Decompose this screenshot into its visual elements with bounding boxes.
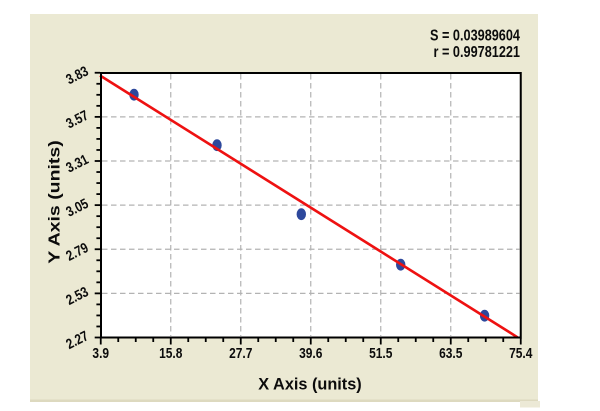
svg-text:Y Axis (units): Y Axis (units) — [45, 140, 63, 264]
svg-text:3.9: 3.9 — [92, 345, 109, 361]
svg-text:63.5: 63.5 — [439, 345, 463, 361]
svg-text:51.5: 51.5 — [369, 345, 393, 361]
svg-text:39.6: 39.6 — [299, 345, 322, 361]
svg-text:r = 0.99781221: r = 0.99781221 — [434, 44, 521, 61]
svg-text:15.8: 15.8 — [159, 345, 183, 361]
svg-text:75.4: 75.4 — [509, 345, 533, 361]
svg-text:X Axis (units): X Axis (units) — [258, 376, 361, 394]
svg-text:S = 0.03989604: S = 0.03989604 — [430, 28, 520, 45]
svg-text:27.7: 27.7 — [229, 345, 252, 361]
